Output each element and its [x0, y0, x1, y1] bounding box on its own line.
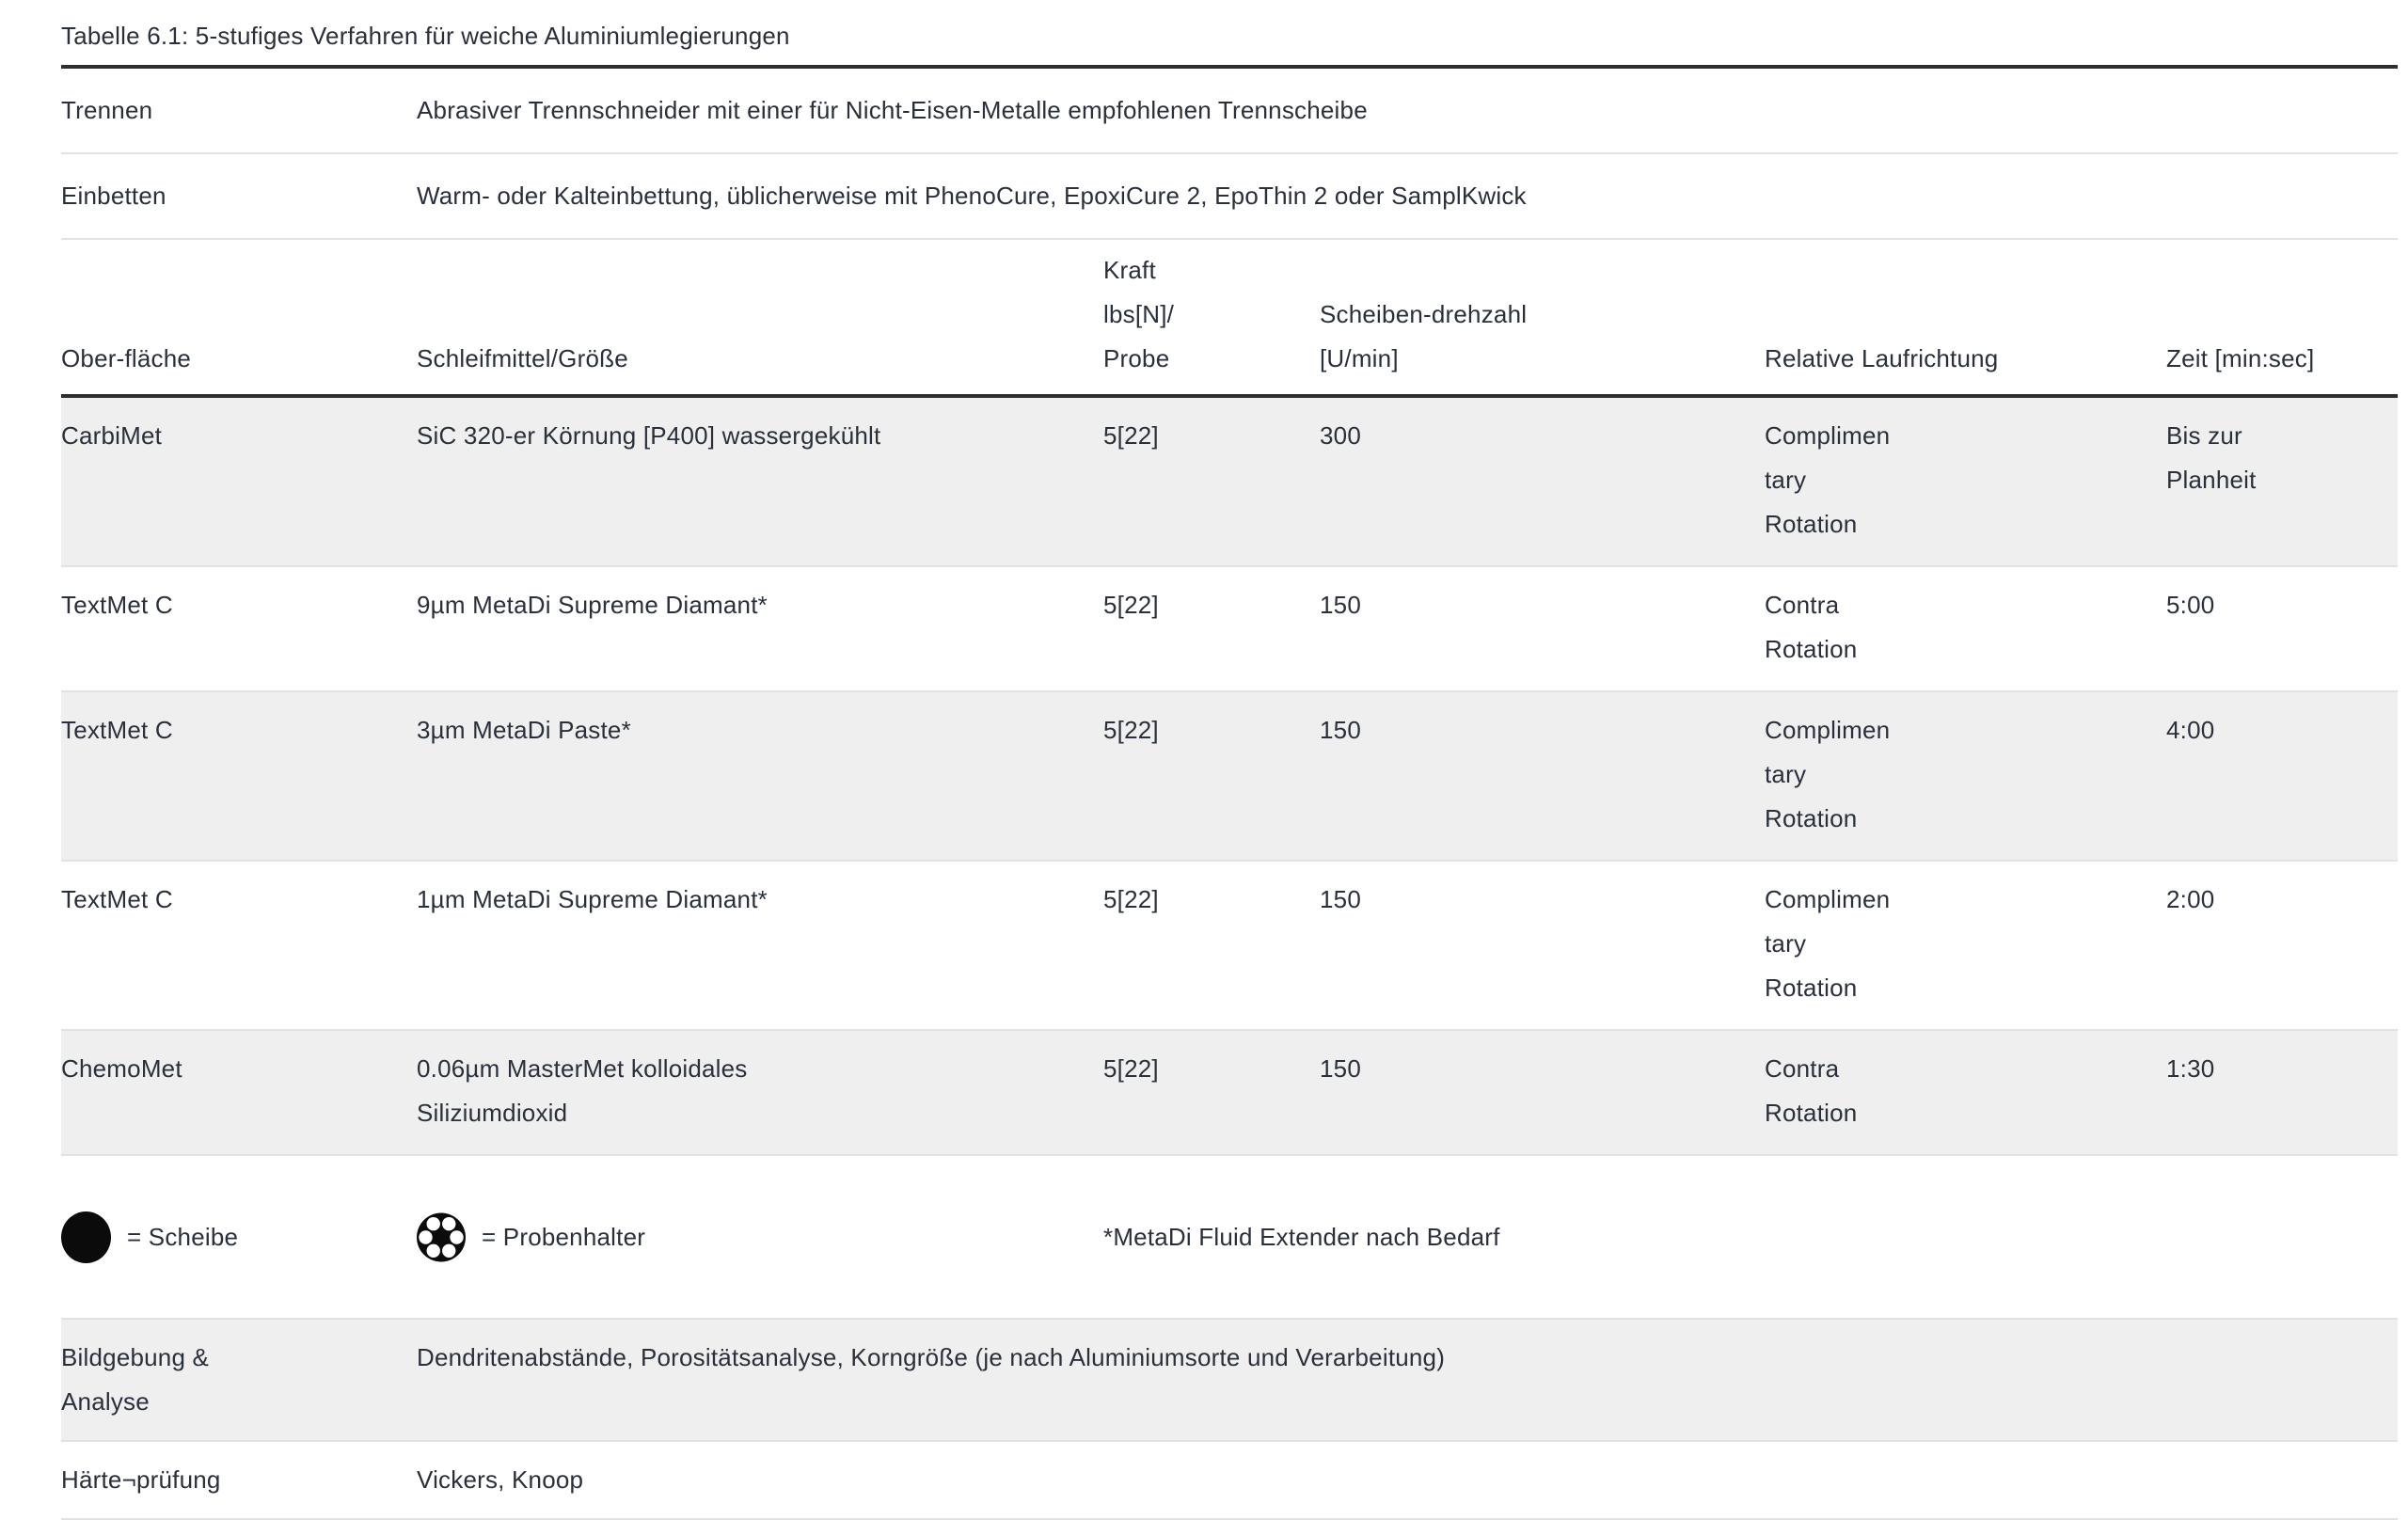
row-label: Einbetten	[61, 152, 417, 239]
cell-abrasive: SiC 320-er Körnung [P400] wassergekühlt	[417, 395, 1103, 566]
cell-force: 5[22]	[1103, 860, 1320, 1030]
cell-rotation: Complimen tary Rotation	[1765, 690, 2166, 861]
row-value: Dendritenabstände, Porositätsanalyse, Ko…	[417, 1318, 2399, 1441]
table-row: CarbiMet SiC 320-er Körnung [P400] wasse…	[61, 395, 2399, 566]
cell-time: 4:00	[2166, 690, 2399, 861]
table-row-haertepruefung: Härte¬prüfung Vickers, Knoop	[61, 1440, 2399, 1520]
cell-abrasive: 3µm MetaDi Paste*	[417, 690, 1103, 861]
table-title: Tabelle 6.1: 5-stufiges Verfahren für we…	[61, 11, 2398, 69]
row-value: Vickers, Knoop	[417, 1440, 2399, 1520]
cell-surface: TextMet C	[61, 690, 417, 861]
cell-surface: CarbiMet	[61, 395, 417, 566]
table-row: TextMet C 1µm MetaDi Supreme Diamant* 5[…	[61, 860, 2399, 1030]
cell-abrasive: 1µm MetaDi Supreme Diamant*	[417, 860, 1103, 1030]
cell-time: 2:00	[2166, 860, 2399, 1030]
column-header-rotation: Relative Laufrichtung	[1765, 238, 2166, 398]
table-row: ChemoMet 0.06µm MasterMet kolloidales Si…	[61, 1029, 2399, 1155]
cell-rpm: 300	[1320, 395, 1765, 566]
row-label: Trennen	[61, 96, 153, 124]
row-label: Härte¬prüfung	[61, 1440, 417, 1520]
cell-force: 5[22]	[1103, 690, 1320, 861]
column-header-abrasive: Schleifmittel/Größe	[417, 238, 1103, 398]
cell-rotation: Complimen tary Rotation	[1765, 860, 2166, 1030]
table-row-einbetten: Einbetten Warm- oder Kalteinbettung, übl…	[61, 152, 2399, 239]
cell-time: Bis zur Planheit	[2166, 395, 2399, 566]
table-row-trennen: Trennen Abrasiver Trennschneider mit ein…	[61, 69, 2398, 153]
cell-time: 1:30	[2166, 1029, 2399, 1155]
cell-force: 5[22]	[1103, 1029, 1320, 1155]
process-table: Trennen Abrasiver Trennschneider mit ein…	[61, 69, 2399, 1520]
table-header-row: Ober-fläche Schleifmittel/Größe Kraft lb…	[61, 238, 2399, 398]
legend-disc: = Scheibe	[61, 1211, 392, 1263]
row-label: Bildgebung & Analyse	[61, 1318, 417, 1441]
legend-holder-label: = Probenhalter	[482, 1223, 646, 1251]
legend-holder: = Probenhalter	[417, 1212, 1079, 1262]
column-header-time: Zeit [min:sec]	[2166, 238, 2399, 398]
cell-force: 5[22]	[1103, 565, 1320, 691]
cell-surface: TextMet C	[61, 860, 417, 1030]
cell-rotation: Contra Rotation	[1765, 1029, 2166, 1155]
column-header-rpm: Scheiben-drehzahl [U/min]	[1320, 238, 1765, 398]
cell-force: 5[22]	[1103, 395, 1320, 566]
cell-rotation: Contra Rotation	[1765, 565, 2166, 691]
column-header-surface: Ober-fläche	[61, 238, 417, 398]
row-value: Warm- oder Kalteinbettung, üblicherweise…	[417, 152, 2399, 239]
legend-disc-label: = Scheibe	[127, 1223, 239, 1251]
cell-rpm: 150	[1320, 1029, 1765, 1155]
cell-abrasive: 0.06µm MasterMet kolloidales Siliziumdio…	[417, 1029, 1103, 1155]
disc-icon	[61, 1211, 111, 1263]
legend-note: *MetaDi Fluid Extender nach Bedarf	[1103, 1154, 2399, 1319]
cell-surface: TextMet C	[61, 565, 417, 691]
cell-rpm: 150	[1320, 565, 1765, 691]
cell-abrasive: 9µm MetaDi Supreme Diamant*	[417, 565, 1103, 691]
cell-surface: ChemoMet	[61, 1029, 417, 1155]
table-row-bildgebung: Bildgebung & Analyse Dendritenabstände, …	[61, 1318, 2399, 1441]
cell-rotation: Complimen tary Rotation	[1765, 395, 2166, 566]
specimen-holder-icon	[417, 1212, 466, 1262]
cell-rpm: 150	[1320, 690, 1765, 861]
legend-row: = Scheibe	[61, 1154, 2399, 1319]
column-header-force: Kraft lbs[N]/ Probe	[1103, 238, 1320, 398]
table-row: TextMet C 9µm MetaDi Supreme Diamant* 5[…	[61, 565, 2399, 691]
row-value: Abrasiver Trennschneider mit einer für N…	[417, 96, 1368, 124]
cell-time: 5:00	[2166, 565, 2399, 691]
cell-rpm: 150	[1320, 860, 1765, 1030]
table-row: TextMet C 3µm MetaDi Paste* 5[22] 150 Co…	[61, 690, 2399, 861]
